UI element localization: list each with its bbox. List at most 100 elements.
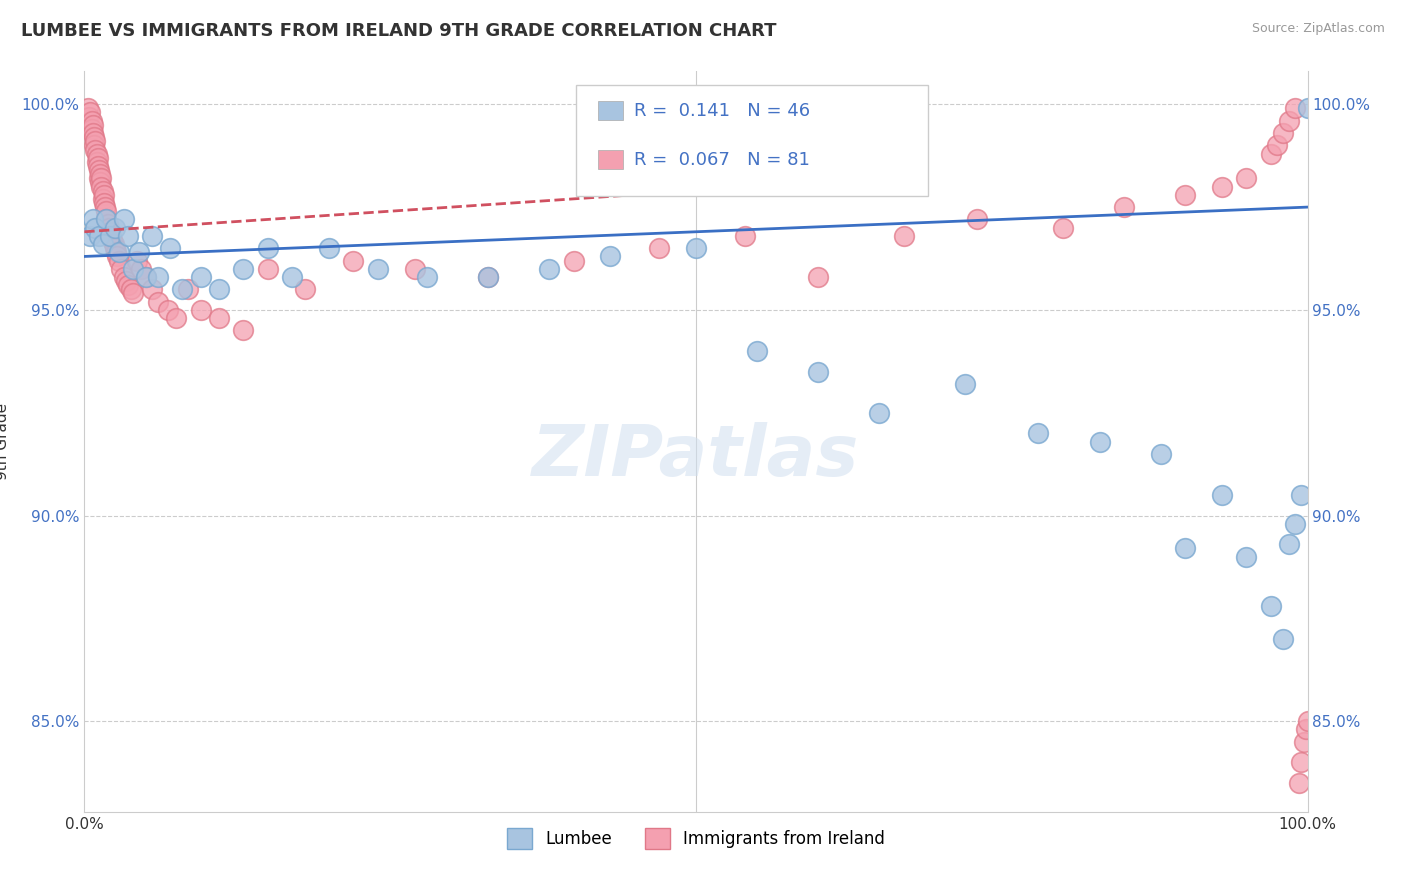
Point: [1211, 179, 1233, 194]
Point: [77, 101, 100, 115]
Point: [122, 286, 145, 301]
Point: [96, 212, 118, 227]
Point: [84, 134, 107, 148]
Point: [1052, 220, 1074, 235]
Point: [190, 302, 212, 317]
Point: [87, 171, 110, 186]
Point: [107, 253, 129, 268]
Text: LUMBEE VS IMMIGRANTS FROM IRELAND 9TH GRADE CORRELATION CHART: LUMBEE VS IMMIGRANTS FROM IRELAND 9TH GR…: [21, 22, 776, 40]
Point: [1284, 101, 1306, 115]
Point: [105, 245, 128, 260]
Point: [80, 122, 103, 136]
Point: [1236, 549, 1258, 564]
Point: [1260, 599, 1282, 613]
Point: [599, 250, 621, 264]
Point: [404, 261, 426, 276]
Point: [1211, 488, 1233, 502]
Point: [1292, 735, 1315, 749]
Point: [966, 212, 988, 227]
Point: [477, 270, 499, 285]
Point: [117, 278, 139, 293]
Point: [869, 406, 891, 420]
Point: [83, 130, 105, 145]
Point: [1265, 138, 1288, 153]
Point: [122, 261, 145, 276]
Point: [125, 253, 148, 268]
Point: [807, 365, 830, 379]
Point: [82, 212, 104, 227]
Point: [1150, 447, 1173, 461]
Point: [190, 270, 212, 285]
Point: [1278, 537, 1301, 551]
Point: [112, 212, 135, 227]
Point: [77, 110, 100, 124]
Point: [87, 163, 110, 178]
Point: [734, 228, 756, 243]
Point: [117, 228, 139, 243]
Point: [135, 270, 157, 285]
Point: [87, 151, 110, 165]
Point: [103, 237, 125, 252]
Point: [1114, 200, 1136, 214]
Point: [86, 154, 108, 169]
Point: [477, 270, 499, 285]
Point: [110, 261, 132, 276]
Point: [893, 228, 915, 243]
Point: [98, 225, 121, 239]
Point: [79, 228, 101, 243]
Point: [91, 192, 114, 206]
Point: [156, 302, 179, 317]
Point: [342, 253, 364, 268]
Point: [172, 282, 194, 296]
Point: [86, 146, 108, 161]
Point: [562, 253, 585, 268]
Point: [159, 241, 181, 255]
Point: [1278, 113, 1301, 128]
Point: [89, 176, 111, 190]
Point: [82, 118, 104, 132]
Text: R =  0.067   N = 81: R = 0.067 N = 81: [634, 151, 810, 169]
Point: [115, 274, 138, 288]
Point: [82, 126, 104, 140]
Point: [91, 237, 114, 252]
Point: [97, 220, 120, 235]
Point: [104, 220, 127, 235]
Point: [1236, 171, 1258, 186]
Point: [1272, 632, 1295, 646]
Point: [135, 270, 157, 285]
Text: Source: ZipAtlas.com: Source: ZipAtlas.com: [1251, 22, 1385, 36]
Point: [120, 282, 142, 296]
Point: [84, 143, 107, 157]
Point: [1174, 187, 1197, 202]
Point: [96, 212, 118, 227]
Point: [1174, 541, 1197, 556]
Point: [1295, 723, 1317, 737]
Point: [101, 233, 124, 247]
Point: [107, 245, 129, 260]
Point: [367, 261, 389, 276]
Point: [83, 138, 105, 153]
Point: [257, 241, 280, 255]
Point: [232, 324, 254, 338]
Point: [89, 167, 111, 181]
Point: [1288, 776, 1310, 790]
Point: [1291, 756, 1313, 770]
Point: [90, 171, 112, 186]
Legend: Lumbee, Immigrants from Ireland: Lumbee, Immigrants from Ireland: [501, 822, 891, 855]
Point: [1291, 488, 1313, 502]
Point: [747, 344, 769, 359]
Point: [94, 200, 117, 214]
Y-axis label: 9th Grade: 9th Grade: [0, 403, 10, 480]
Point: [648, 241, 671, 255]
Point: [1272, 126, 1295, 140]
Point: [165, 311, 187, 326]
Point: [318, 241, 340, 255]
Point: [79, 105, 101, 120]
Point: [1260, 146, 1282, 161]
Point: [128, 245, 150, 260]
Point: [177, 282, 200, 296]
Point: [100, 228, 122, 243]
Point: [129, 261, 152, 276]
Point: [84, 220, 107, 235]
Point: [141, 228, 163, 243]
